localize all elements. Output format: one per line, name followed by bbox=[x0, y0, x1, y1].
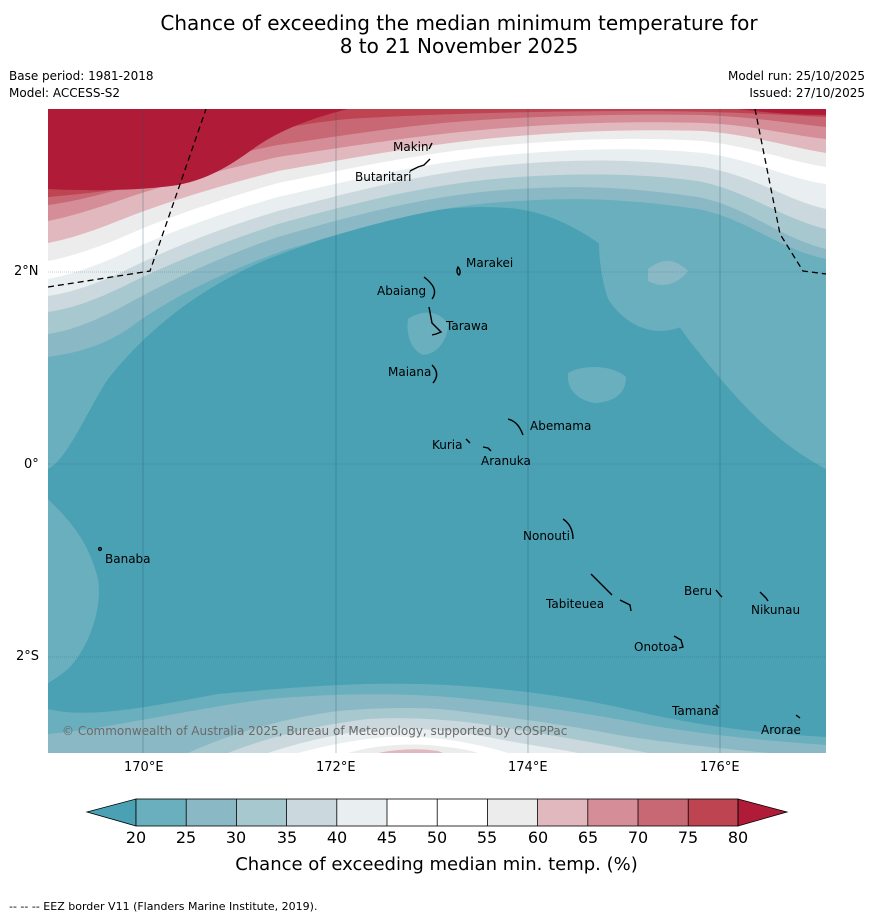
label-tabiteuea: Tabiteuea bbox=[545, 597, 604, 611]
contour-c-20b bbox=[567, 367, 626, 403]
colorbar-segment-25 bbox=[186, 799, 237, 826]
colorbar-segment-50 bbox=[437, 799, 488, 826]
contour-w-20 bbox=[48, 499, 99, 683]
island-nikunau bbox=[759, 591, 769, 602]
lat-label-0: 0° bbox=[24, 457, 39, 472]
contour-n-80 bbox=[48, 109, 348, 191]
colorbar-segment-45 bbox=[387, 799, 438, 826]
contour-n-80-east bbox=[738, 109, 826, 115]
colorbar-segment-40 bbox=[336, 799, 387, 826]
colorbar-tick-45: 45 bbox=[376, 828, 398, 847]
label-arorae: Arorae bbox=[761, 723, 801, 737]
island-tarawa bbox=[428, 306, 443, 336]
model-name: Model: ACCESS-S2 bbox=[9, 86, 121, 100]
colorbar-tick-30: 30 bbox=[225, 828, 247, 847]
island-tabiteuea bbox=[590, 573, 613, 596]
model-run: Model run: 25/10/2025 bbox=[727, 69, 865, 83]
label-kuria: Kuria bbox=[432, 438, 463, 452]
lon-label-176: 176°E bbox=[700, 760, 740, 775]
copyright-credit: © Commonwealth of Australia 2025, Bureau… bbox=[62, 724, 568, 738]
colorbar-segment-20 bbox=[136, 799, 187, 826]
eez-borders bbox=[48, 109, 826, 288]
lon-label-172: 172°E bbox=[316, 760, 356, 775]
label-maiana: Maiana bbox=[388, 365, 431, 379]
contour-s-60 bbox=[378, 749, 443, 753]
eez-footnote: -- -- -- EEZ border V11 (Flanders Marine… bbox=[9, 900, 318, 913]
label-onotoa: Onotoa bbox=[634, 640, 678, 654]
forecast-map: Makin Butaritari Marakei Abaiang Tarawa … bbox=[48, 109, 826, 753]
issued-date: Issued: 27/10/2025 bbox=[749, 86, 865, 100]
island-butaritari bbox=[409, 158, 431, 172]
island-maiana bbox=[431, 364, 438, 384]
title-line-1: Chance of exceeding the median minimum t… bbox=[160, 11, 758, 35]
colorbar-tick-35: 35 bbox=[276, 828, 298, 847]
colorbar-segment-65 bbox=[587, 799, 638, 826]
colorbar-segment-70 bbox=[638, 799, 689, 826]
meta-left: Base period: 1981-2018 Model: ACCESS-S2 bbox=[9, 68, 154, 102]
label-butaritari: Butaritari bbox=[355, 170, 412, 184]
label-tarawa: Tarawa bbox=[445, 319, 488, 333]
colorbar-segment-55 bbox=[487, 799, 538, 826]
colorbar-tick-25: 25 bbox=[175, 828, 197, 847]
eez-border-east bbox=[754, 109, 826, 275]
colorbar-tick-75: 75 bbox=[677, 828, 699, 847]
colorbar-tick-60: 60 bbox=[527, 828, 549, 847]
label-beru: Beru bbox=[684, 584, 712, 598]
lon-label-174: 174°E bbox=[508, 760, 548, 775]
colorbar-high-arrow bbox=[737, 798, 789, 827]
colorbar-tick-40: 40 bbox=[326, 828, 348, 847]
colorbar-segment-35 bbox=[286, 799, 337, 826]
map-title: Chance of exceeding the median minimum t… bbox=[0, 12, 873, 58]
contour-s-55 bbox=[348, 744, 478, 753]
island-kuria bbox=[465, 438, 471, 444]
island-abaiang bbox=[423, 276, 436, 300]
island-marakei bbox=[456, 265, 461, 276]
colorbar bbox=[85, 798, 789, 827]
base-period: Base period: 1981-2018 bbox=[9, 69, 154, 83]
contour-e-25 bbox=[648, 260, 688, 285]
label-marakei: Marakei bbox=[466, 256, 513, 270]
island-arorae bbox=[795, 714, 801, 719]
island-beru bbox=[715, 589, 723, 598]
colorbar-tick-70: 70 bbox=[627, 828, 649, 847]
colorbar-low-arrow bbox=[85, 798, 137, 827]
label-nonouti: Nonouti bbox=[523, 529, 570, 543]
graticule bbox=[48, 109, 826, 753]
eez-border-west bbox=[48, 109, 207, 288]
island-tabiteuea-s bbox=[619, 599, 632, 612]
colorbar-tick-80: 80 bbox=[727, 828, 749, 847]
colorbar-segment-75 bbox=[688, 799, 738, 826]
islands bbox=[97, 142, 801, 719]
label-abemama: Abemama bbox=[530, 419, 591, 433]
lat-label-2s: 2°S bbox=[16, 649, 40, 664]
label-banaba: Banaba bbox=[105, 552, 151, 566]
label-nikunau: Nikunau bbox=[751, 603, 800, 617]
colorbar-segment-30 bbox=[236, 799, 287, 826]
colorbar-tick-20: 20 bbox=[125, 828, 147, 847]
label-tamana: Tamana bbox=[671, 704, 719, 718]
lon-label-170: 170°E bbox=[124, 760, 164, 775]
meta-right: Model run: 25/10/2025 Issued: 27/10/2025 bbox=[728, 68, 865, 102]
island-banaba bbox=[97, 546, 103, 552]
colorbar-tick-65: 65 bbox=[577, 828, 599, 847]
colorbar-tick-50: 50 bbox=[426, 828, 448, 847]
island-abemama bbox=[507, 418, 524, 436]
contour-c-20a bbox=[407, 312, 448, 355]
island-nonouti bbox=[562, 518, 574, 540]
label-aranuka: Aranuka bbox=[481, 454, 531, 468]
title-line-2: 8 to 21 November 2025 bbox=[339, 34, 579, 58]
colorbar-label: Chance of exceeding median min. temp. (%… bbox=[235, 854, 638, 875]
island-onotoa bbox=[673, 635, 684, 649]
island-tamana bbox=[715, 704, 720, 709]
colorbar-tick-55: 55 bbox=[476, 828, 498, 847]
island-makin bbox=[428, 142, 433, 150]
colorbar-dividers bbox=[135, 798, 739, 827]
label-abaiang: Abaiang bbox=[377, 284, 426, 298]
lat-label-2n: 2°N bbox=[14, 264, 39, 279]
label-makin: Makin bbox=[393, 140, 429, 154]
colorbar-segment-60 bbox=[537, 799, 588, 826]
island-aranuka bbox=[482, 446, 492, 452]
